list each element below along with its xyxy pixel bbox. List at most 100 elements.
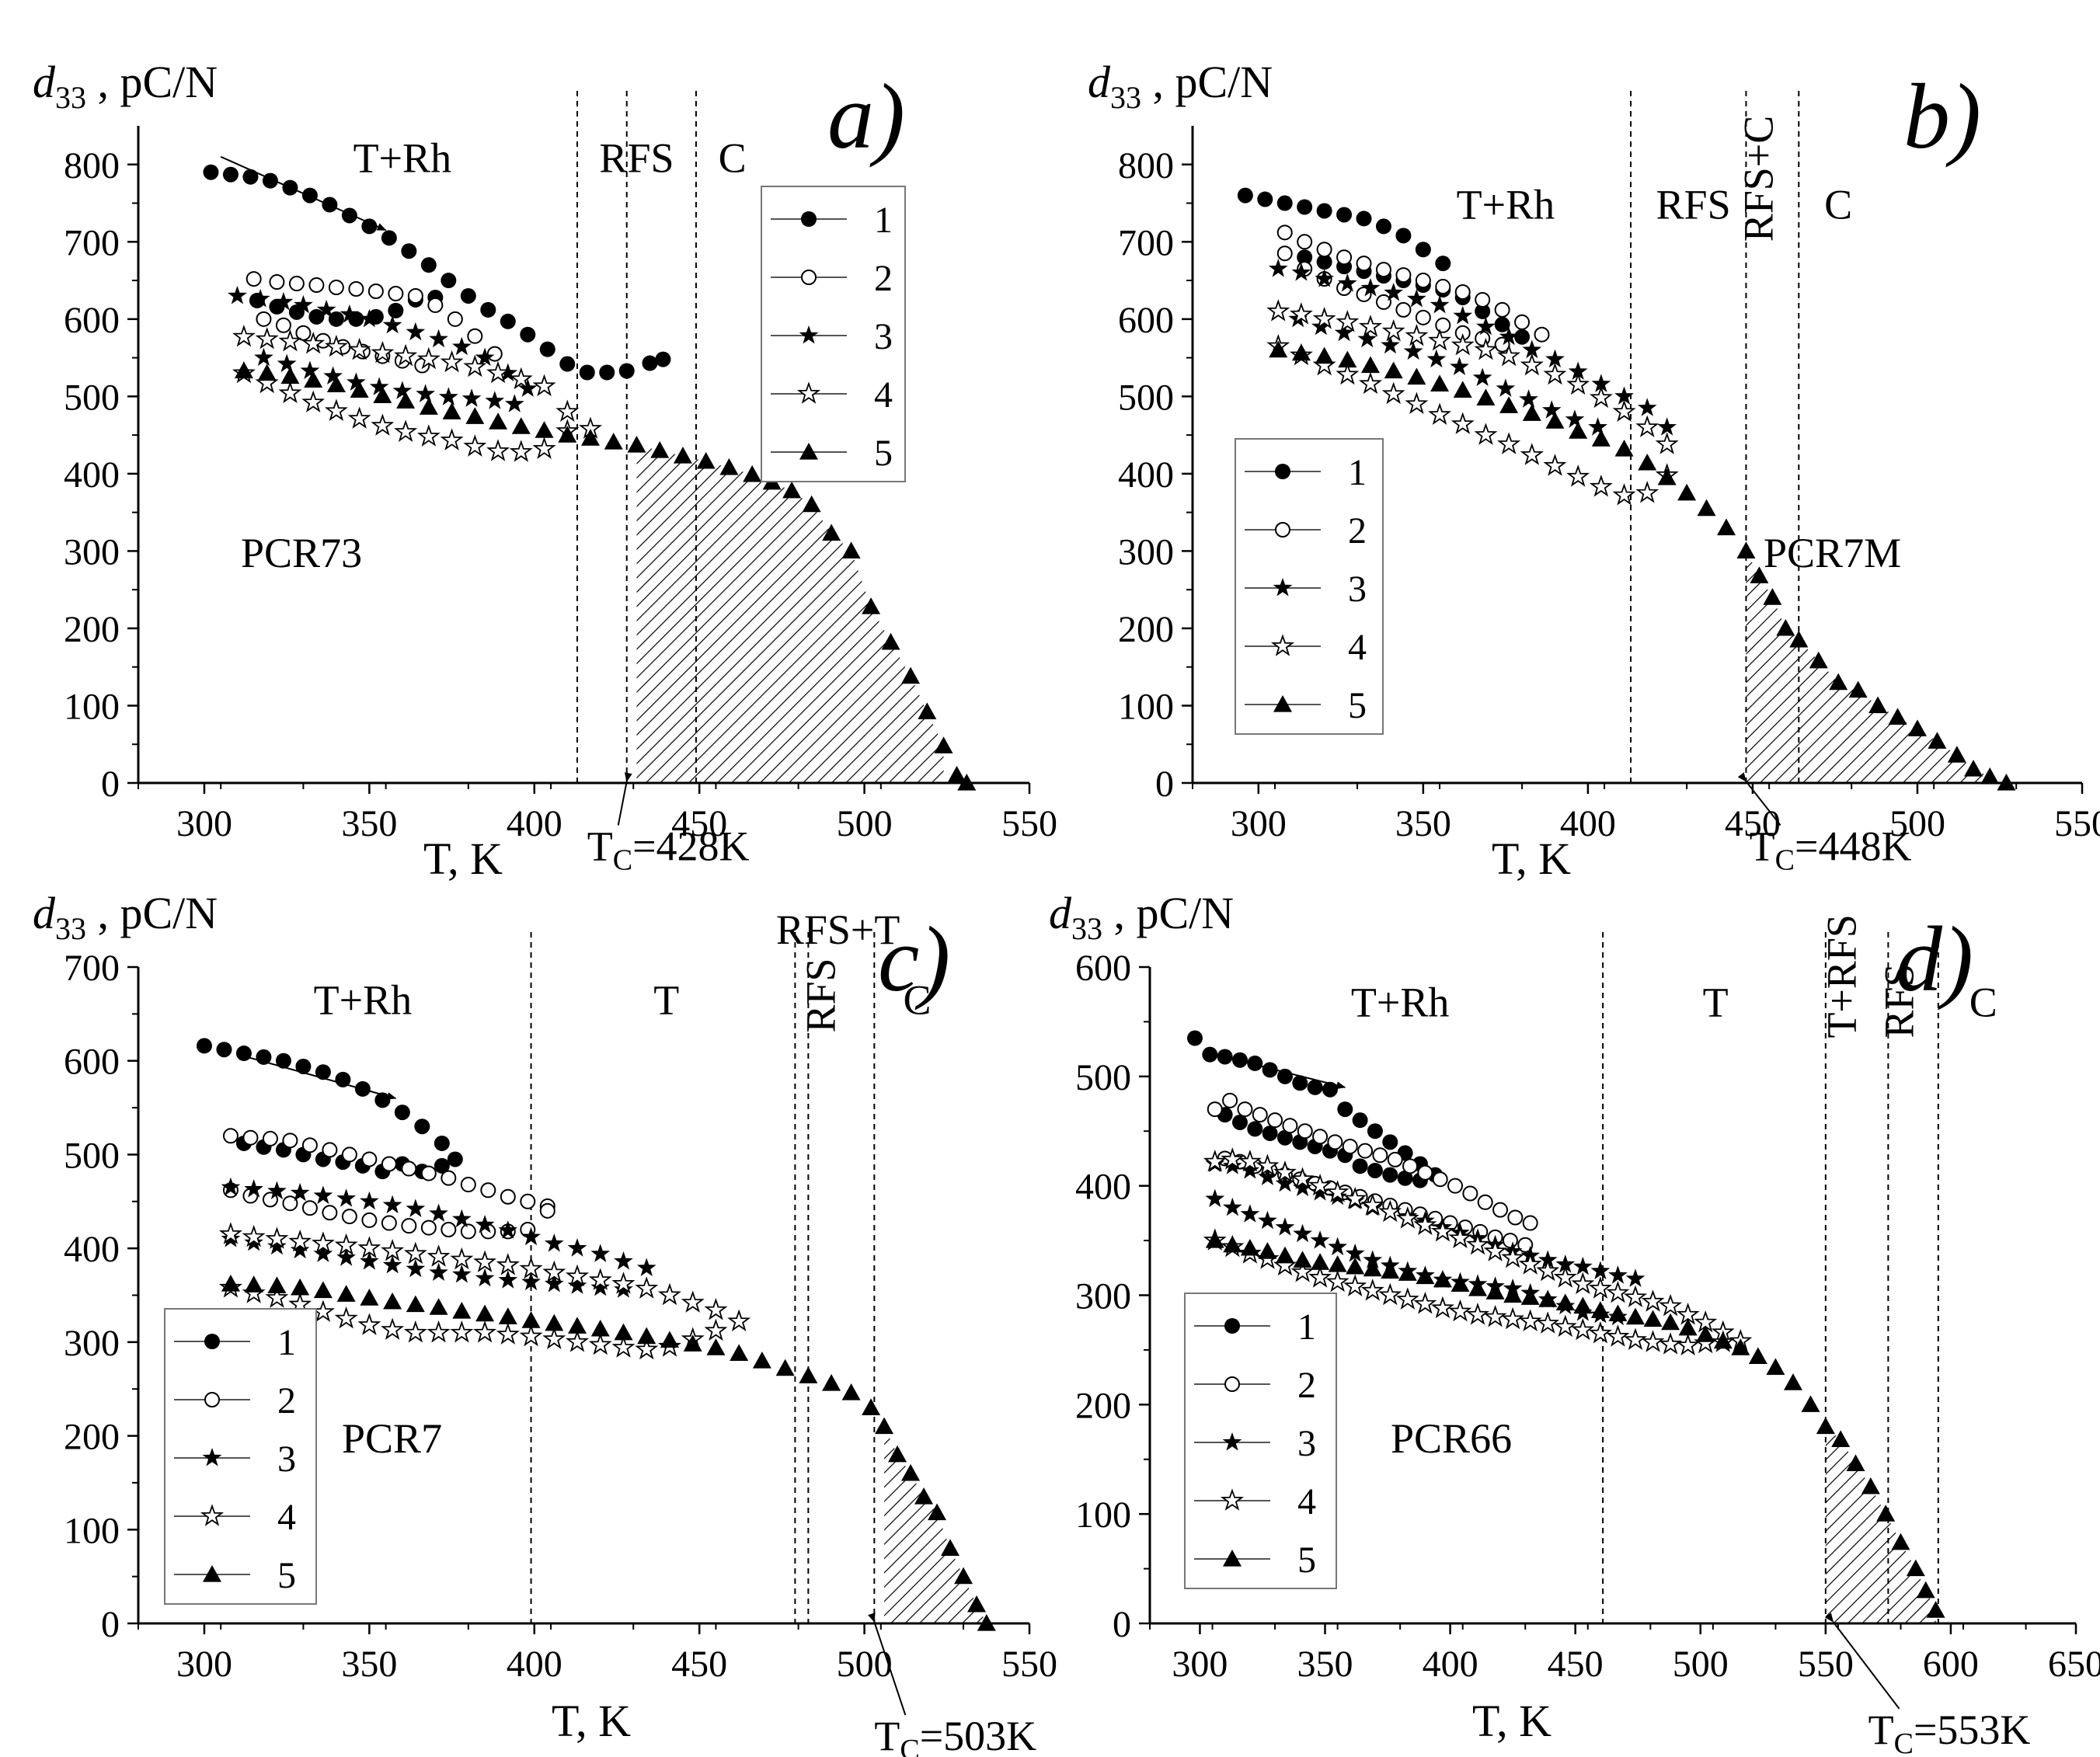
panel-c-series-3-point xyxy=(590,1277,611,1296)
panel-a-series-4-point xyxy=(301,331,326,354)
panel-d-series-1-point xyxy=(1367,1162,1383,1178)
panel-d-series-1-point xyxy=(1322,1081,1338,1098)
panel-d-heating-arrow xyxy=(1214,1053,1346,1090)
panel-c-series-4-point xyxy=(727,1309,751,1332)
panel-c-y-tick-label: 500 xyxy=(64,1135,120,1176)
panel-d-series-4-point xyxy=(1413,1292,1437,1314)
panel-d-series-2-point xyxy=(1507,1209,1524,1226)
panel-d-series-3-point xyxy=(1555,1254,1576,1273)
panel-a-series-3-point xyxy=(300,360,320,379)
panel-b-x-tick-label: 350 xyxy=(1395,803,1451,844)
panel-c-series-3-point xyxy=(614,1251,633,1270)
panel-b-series-4-point xyxy=(1497,432,1521,454)
panel-d-series-1-point xyxy=(1276,1129,1293,1146)
panel-c: 300 350 400 450 500 5500100200300400500600700… xyxy=(33,888,1057,1757)
panel-d-series-5-point xyxy=(1916,1581,1935,1599)
panel-b-series-2-point xyxy=(1415,309,1431,325)
panel-d-series-2-point xyxy=(1502,1233,1518,1249)
panel-d-series-2-point xyxy=(1372,1147,1388,1164)
panel-a-phase-label: RFS xyxy=(599,135,674,182)
panel-a-x-tick-label: 550 xyxy=(1001,803,1057,844)
panel-b-series-5-point xyxy=(1638,453,1657,471)
panel-d-series-4-point xyxy=(1448,1299,1472,1322)
panel-a-series-5-point xyxy=(901,666,921,684)
panel-a-series-4-point xyxy=(371,413,395,436)
panel-d-series-4-point xyxy=(1571,1317,1595,1341)
panel-d-series-3-point xyxy=(1345,1244,1365,1262)
panel-d-series-2-point xyxy=(1417,1164,1433,1181)
panel-d-series-5-point xyxy=(1328,1255,1347,1272)
panel-a-series-5-point xyxy=(802,495,821,513)
panel-c-legend-marker xyxy=(204,1392,220,1407)
panel-d-series-4-point xyxy=(1553,1314,1577,1338)
panel-d-series-4-point xyxy=(1395,1287,1419,1310)
panel-d-series-3-point xyxy=(1625,1268,1646,1287)
panel-b-series-2-point xyxy=(1356,256,1372,272)
panel-c-series-4-point xyxy=(542,1327,566,1350)
panel-a-series-5-point xyxy=(580,429,600,446)
panel-c-series-5-point xyxy=(244,1275,263,1293)
panel-b-phase-label: RFS+C xyxy=(1735,116,1781,242)
panel-c-series-4-point xyxy=(218,1222,242,1244)
panel-c-series-1-point xyxy=(394,1105,410,1121)
panel-c-series-3-point xyxy=(498,1220,518,1239)
panel-d-series-4-point xyxy=(1308,1265,1332,1288)
panel-d-y-tick-label: 600 xyxy=(1075,948,1131,989)
panel-d-series-4-point xyxy=(1308,1173,1332,1196)
panel-d-series-3-point xyxy=(1205,1188,1225,1208)
panel-a-series-1-point xyxy=(642,355,658,371)
panel-c-series-4-point xyxy=(427,1244,451,1267)
panel-a-series-1-point xyxy=(559,356,576,372)
panel-d-series-4-point xyxy=(1606,1280,1630,1303)
panel-b-hatched-region xyxy=(1746,551,2007,783)
panel-c-series-2-point xyxy=(401,1160,417,1177)
panel-c-series-2-point xyxy=(460,1223,476,1240)
panel-d-plot-area: 300 350 400 450 500 550 600 650 0 100 200 300 400 500… xyxy=(1075,914,2100,1757)
panel-c-series-5-point xyxy=(799,1366,818,1383)
panel-b-series-4-point xyxy=(1474,423,1498,445)
panel-a-series-2-point xyxy=(328,280,344,296)
panel-a-y-tick-label: 800 xyxy=(64,145,120,186)
panel-a-series-5-point xyxy=(862,597,881,614)
panel-b-legend-entry: 4 xyxy=(1348,627,1367,668)
panel-c-series-4-point xyxy=(657,1282,681,1306)
panel-a-series-3-point xyxy=(475,347,495,367)
panel-d-tc-arrow xyxy=(1824,1613,1900,1710)
panel-b-y-tick-label: 500 xyxy=(1118,377,1174,418)
panel-a-legend-frame xyxy=(761,186,906,482)
panel-d-series-4-point xyxy=(1553,1265,1577,1288)
panel-a-ylabel-subscript: 33 xyxy=(55,80,86,115)
panel-a-series-4-point xyxy=(278,329,302,352)
panel-a-series-5-point xyxy=(558,426,577,443)
panel-d-series-3-point xyxy=(1590,1261,1611,1279)
panel-c-series-2-point xyxy=(361,1212,378,1228)
panel-c-series-4-point xyxy=(242,1224,266,1247)
panel-b-series-5-point xyxy=(1980,767,2000,785)
panel-b-series-3-point xyxy=(1384,283,1403,301)
panel-d-x-axis-label: T, K xyxy=(1472,1696,1551,1746)
panel-c-series-5-point xyxy=(928,1503,947,1521)
panel-d-series-4-point xyxy=(1518,1309,1542,1332)
panel-b-series-4-point xyxy=(1497,343,1521,367)
panel-d-series-4-point xyxy=(1325,1269,1350,1293)
panel-b-series-4-point xyxy=(1612,483,1636,506)
panel-b-series-5-point xyxy=(1736,541,1756,559)
panel-d-legend-frame xyxy=(1184,1293,1337,1589)
panel-a-series-1-point xyxy=(618,363,635,379)
panel-b-series-5-point xyxy=(1614,440,1634,457)
panel-d-series-3-point xyxy=(1258,1167,1277,1185)
panel-d-x-tick-label: 400 xyxy=(1423,1644,1478,1685)
panel-c-series-3-point xyxy=(452,1264,472,1283)
panel-a-series-4-point xyxy=(347,337,371,360)
panel-c-series-4-point xyxy=(473,1250,496,1273)
panel-a-series-4-point xyxy=(416,346,441,370)
panel-c-series-5-point xyxy=(313,1281,333,1299)
panel-a-series-5-point xyxy=(934,736,953,753)
panel-b-y-axis-label: d33 , pC/N xyxy=(1088,57,1273,115)
panel-b-series-1-point xyxy=(1494,316,1510,332)
panel-d-series-2-point xyxy=(1267,1112,1283,1129)
panel-a-ylabel-symbol: d xyxy=(33,57,56,107)
panel-a-series-1-point xyxy=(401,243,417,259)
panel-c-series-3-point xyxy=(267,1236,287,1255)
panel-a-series-3-point xyxy=(485,391,505,409)
